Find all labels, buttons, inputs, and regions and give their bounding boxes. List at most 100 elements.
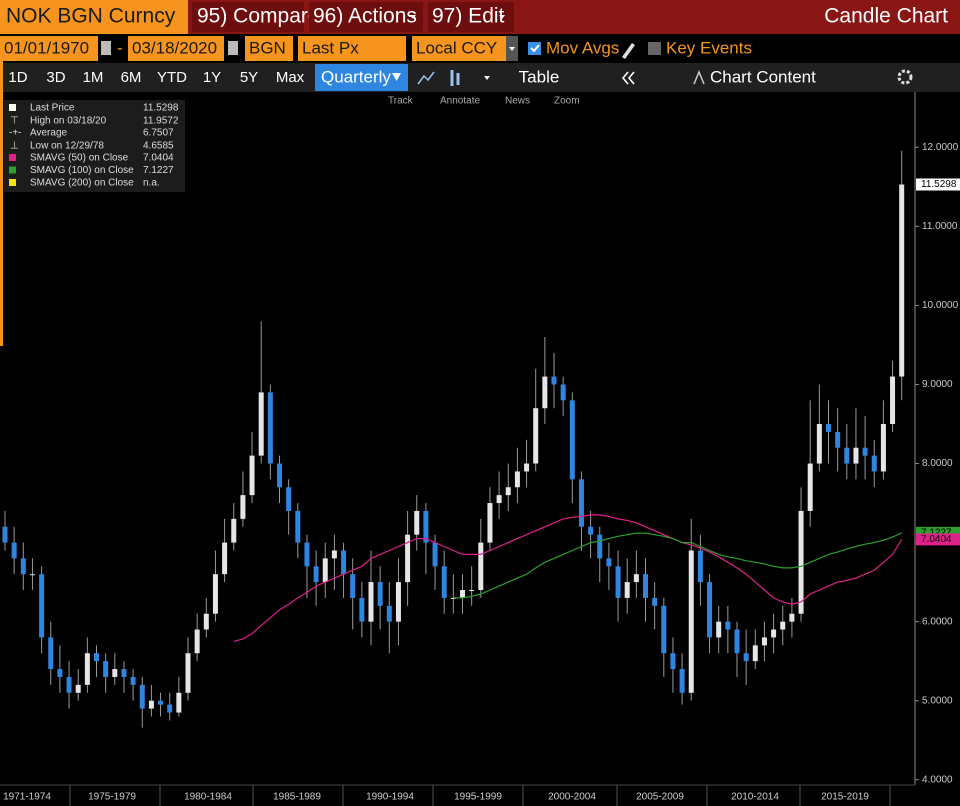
pricing-field[interactable]: [245, 36, 293, 61]
candle-body: [771, 629, 777, 638]
candle-body: [560, 384, 566, 401]
candle-body: [48, 637, 54, 670]
period-button[interactable]: Max: [276, 69, 305, 86]
candle-body: [450, 597, 456, 599]
legend-value: 6.7507: [143, 128, 174, 139]
legend-value: 4.6585: [143, 141, 174, 152]
compare-tab[interactable]: [192, 2, 304, 32]
candle-body: [112, 669, 118, 677]
chart-tool[interactable]: Zoom: [554, 96, 580, 107]
period-button[interactable]: 1M: [83, 69, 104, 86]
candle-body: [414, 510, 420, 535]
x-tick-label: 2015-2019: [821, 792, 869, 803]
candle-body: [807, 463, 813, 511]
period-button[interactable]: YTD: [157, 69, 187, 86]
calendar-icon[interactable]: [228, 41, 238, 55]
candle-body: [697, 550, 703, 583]
candle-body: [606, 558, 612, 567]
candle-body: [643, 574, 648, 598]
pencil-icon[interactable]: [622, 43, 635, 59]
chart-content[interactable]: Chart Content: [710, 67, 816, 86]
calendar-icon[interactable]: [101, 41, 111, 55]
legend-label: High on 03/18/20: [30, 116, 107, 127]
x-tick-label: 2000-2004: [548, 792, 596, 803]
candle-body: [341, 550, 347, 575]
start-date-field[interactable]: [0, 36, 98, 61]
legend-value: 7.0404: [143, 153, 174, 164]
frequency-button[interactable]: [315, 64, 408, 91]
legend-box: [4, 100, 185, 192]
period-button[interactable]: 3D: [46, 69, 65, 86]
candle-body: [469, 590, 475, 592]
candle-body: [222, 542, 228, 575]
candle-body: [780, 621, 786, 630]
y-tick-label: 6.0000: [922, 616, 953, 627]
edit: 97) Edit: [432, 5, 505, 28]
candle-body: [203, 613, 209, 630]
date-separator: -: [117, 38, 123, 57]
mov-avgs-checkbox[interactable]: [528, 42, 541, 55]
y-tick-label: 4.0000: [922, 774, 953, 785]
legend-symbol: -+-: [9, 128, 22, 139]
candle-body: [835, 431, 841, 448]
candle-body: [240, 495, 246, 519]
candle-body: [615, 566, 621, 598]
candle-body: [39, 574, 45, 638]
ma-value-box: [916, 533, 960, 546]
collapse-icon[interactable]: [621, 71, 635, 85]
end-date-field[interactable]: [128, 36, 224, 61]
y-tick-label: 8.0000: [922, 458, 953, 469]
candle-body: [286, 487, 292, 511]
period-button[interactable]: 1Y: [203, 69, 221, 86]
last-price-label: 11.5298: [921, 179, 957, 190]
candle-body: [761, 637, 767, 646]
legend-label: SMAVG (100) on Close: [30, 165, 134, 176]
candle-body: [871, 455, 877, 472]
field-field[interactable]: [298, 36, 406, 61]
chart-tool[interactable]: Track: [388, 96, 414, 107]
candle-body: [816, 424, 822, 464]
chart-tool[interactable]: Annotate: [440, 96, 480, 107]
candle-body: [432, 542, 438, 567]
chart-tool[interactable]: News: [505, 96, 530, 107]
candle-body: [743, 653, 749, 662]
candle-body: [578, 479, 584, 527]
ticker-field[interactable]: [0, 0, 188, 34]
candle-icon[interactable]: [450, 70, 460, 86]
candle-body: [441, 566, 447, 598]
mov-avgs: Mov Avgs: [546, 38, 619, 57]
edit-tab[interactable]: [428, 2, 514, 32]
candle-body: [514, 471, 520, 488]
key-events: Key Events: [666, 38, 752, 57]
candle-body: [395, 582, 401, 622]
legend-value: 7.1227: [143, 165, 174, 176]
dropdown-arrow: [392, 73, 401, 81]
candle-body: [11, 542, 17, 559]
line-icon[interactable]: [417, 71, 435, 85]
candle-body: [103, 661, 109, 677]
candle-body: [890, 376, 896, 425]
start-date: 01/01/1970: [4, 38, 89, 57]
legend-label: Last Price: [30, 103, 75, 114]
candle-body: [588, 526, 594, 535]
dropdown-arrow: [499, 15, 505, 19]
period-button[interactable]: 6M: [121, 69, 142, 86]
period-button[interactable]: 1D: [8, 69, 27, 86]
candle-body: [725, 621, 731, 630]
x-tick-label: 1990-1994: [366, 792, 414, 803]
candle-body: [167, 704, 173, 713]
candle-body: [661, 605, 667, 654]
key-events-checkbox[interactable]: [648, 42, 661, 55]
legend-label: SMAVG (50) on Close: [30, 153, 129, 164]
table[interactable]: Table: [519, 67, 560, 86]
currency-field[interactable]: [412, 36, 506, 61]
legend-label: Average: [30, 128, 68, 139]
legend-value: 11.5298: [143, 103, 179, 114]
candle-body: [624, 582, 630, 598]
actions-tab[interactable]: [309, 2, 423, 32]
candle-body: [862, 447, 868, 456]
candle-body: [57, 669, 63, 677]
period-button[interactable]: 5Y: [240, 69, 258, 86]
settings-icon[interactable]: [897, 69, 913, 85]
candle-body: [94, 653, 99, 662]
